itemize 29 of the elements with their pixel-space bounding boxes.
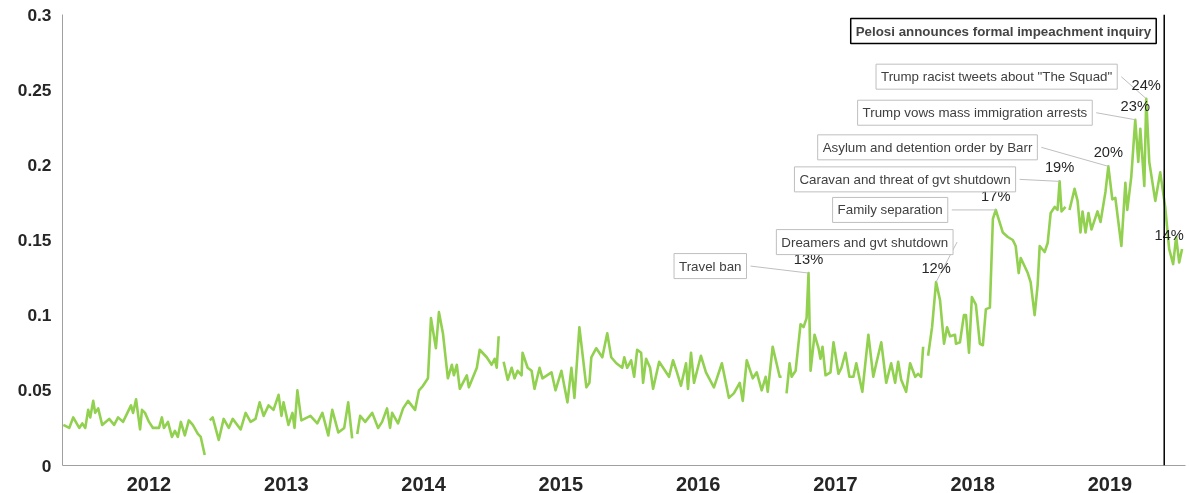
data-label: 17% [981, 187, 1011, 204]
annotation: Caravan and threat of gvt shutdown [799, 171, 1011, 187]
ref-line-label: Pelosi announces formal impeachment inquiry [855, 23, 1152, 39]
x-tick-label: 2016 [675, 472, 721, 493]
y-tick-label: 0.3 [27, 4, 52, 25]
annotation: Family separation [837, 202, 943, 218]
y-tick-label: 0.25 [17, 79, 52, 100]
x-tick-label: 2013 [264, 472, 309, 493]
annotation: Travel ban [679, 258, 742, 274]
y-tick-label: 0.2 [27, 154, 52, 175]
y-tick-label: 0.05 [17, 380, 52, 401]
data-label: 13% [793, 251, 824, 268]
annotation: Asylum and detention order by Barr [822, 139, 1033, 155]
annotation: Trump racist tweets about "The Squad" [881, 69, 1113, 85]
data-label: 24% [1131, 76, 1161, 93]
x-tick-label: 2017 [813, 472, 858, 493]
annotation: Dreamers and gvt shutdown [781, 234, 949, 250]
x-tick-label: 2018 [950, 472, 995, 493]
y-tick-label: 0.15 [17, 230, 52, 250]
data-label: 20% [1093, 144, 1124, 161]
x-tick-label: 2014 [401, 472, 447, 493]
y-tick-label: 0.1 [27, 305, 52, 326]
data-label: 19% [1044, 159, 1075, 176]
y-tick-label: 0 [41, 455, 52, 476]
annotation: Trump vows mass immigration arrests [862, 105, 1088, 121]
x-tick-label: 2015 [538, 472, 584, 493]
x-tick-label: 2012 [126, 472, 172, 493]
x-tick-label: 2019 [1087, 472, 1133, 493]
data-label: 12% [921, 260, 951, 277]
